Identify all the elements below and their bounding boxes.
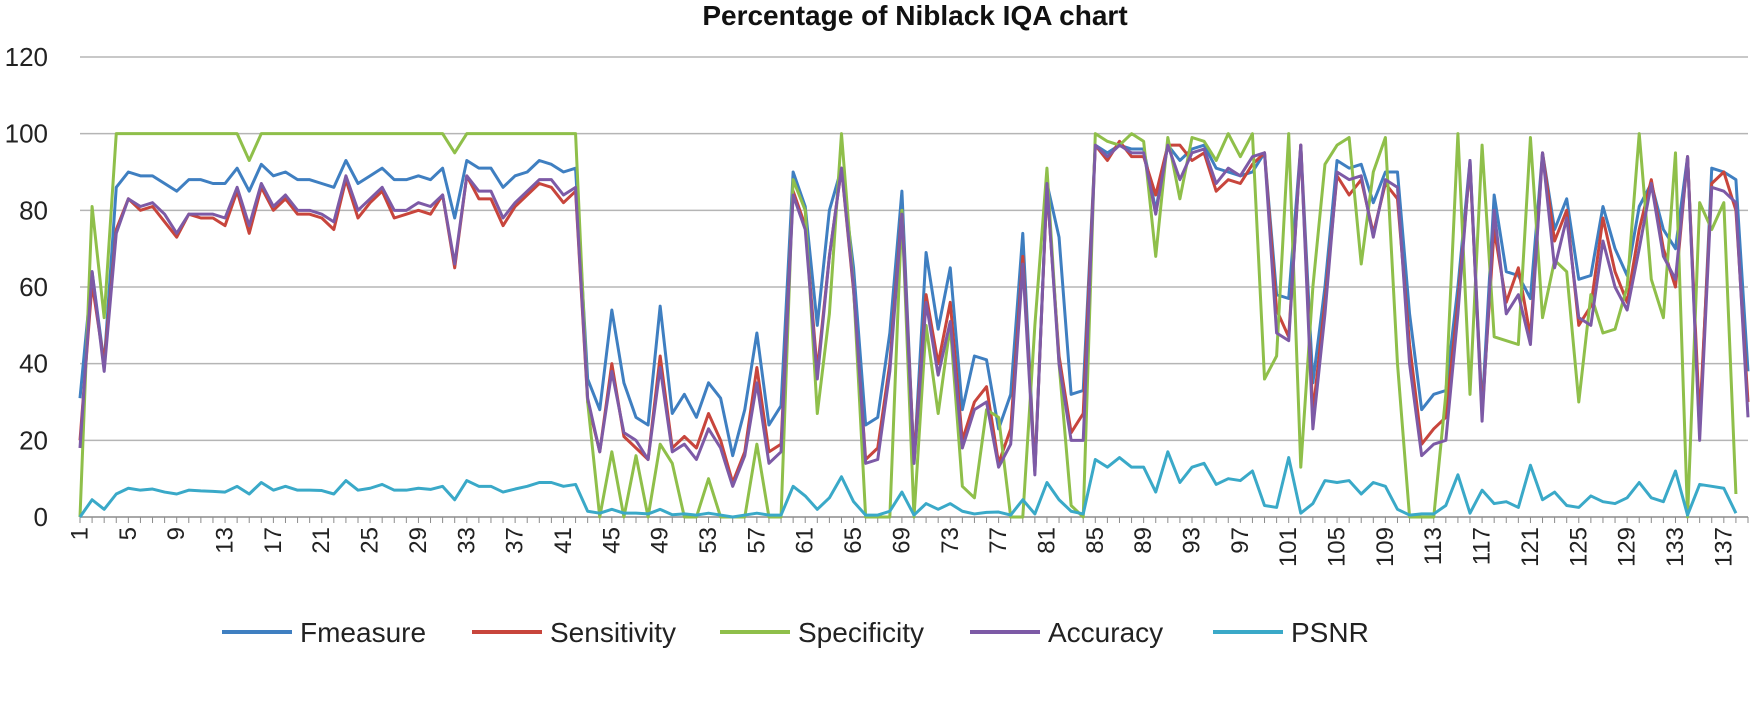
legend-label-sensitivity: Sensitivity [550, 617, 676, 648]
x-tick-label: 17 [260, 527, 287, 554]
x-tick-label: 85 [1082, 527, 1109, 554]
x-tick-label: 53 [695, 527, 722, 554]
chart-title: Percentage of Niblack IQA chart [702, 0, 1127, 31]
legend-label-specificity: Specificity [798, 617, 924, 648]
x-tick-label: 9 [163, 527, 190, 540]
x-tick-label: 133 [1662, 527, 1689, 567]
x-tick-label: 13 [212, 527, 239, 554]
x-tick-label: 97 [1227, 527, 1254, 554]
y-tick-label: 20 [19, 425, 48, 455]
legend: Fmeasure Sensitivity Specificity Accuracy PS… [222, 617, 1369, 648]
x-tick-label: 81 [1033, 527, 1060, 554]
x-tick-label: 105 [1324, 527, 1351, 567]
x-tick-label: 25 [357, 527, 384, 554]
x-tick-label: 89 [1130, 527, 1157, 554]
x-tick-label: 37 [502, 527, 529, 554]
y-tick-label: 0 [34, 502, 48, 532]
x-tick-label: 113 [1420, 527, 1447, 565]
y-tick-label: 120 [5, 42, 48, 72]
series-line-psnr [78, 450, 1738, 519]
x-tick-label: 49 [647, 527, 674, 554]
y-tick-label: 60 [19, 272, 48, 302]
x-tick-label: 1 [67, 527, 94, 540]
x-axis-ticks: 1 5 9 13 17 21 25 29 33 37 41 45 49 53 57 61 65 69 73 77 81 8… [67, 527, 1738, 567]
x-tick-label: 29 [405, 527, 432, 554]
x-tick-label: 61 [792, 527, 819, 554]
legend-label-accuracy: Accuracy [1048, 617, 1163, 648]
series-lines [78, 132, 1750, 519]
x-tick-label: 69 [888, 527, 915, 554]
x-tick-label: 93 [1179, 527, 1206, 554]
x-tick-label: 5 [115, 527, 142, 540]
x-tick-label: 21 [308, 527, 335, 554]
x-tick-label: 117 [1469, 527, 1496, 565]
legend-label-fmeasure: Fmeasure [300, 617, 426, 648]
x-tick-label: 101 [1275, 527, 1302, 567]
x-tick-label: 57 [743, 527, 770, 554]
y-tick-label: 100 [5, 119, 48, 149]
legend-label-psnr: PSNR [1291, 617, 1369, 648]
x-tick-label: 109 [1372, 527, 1399, 567]
y-tick-label: 40 [19, 349, 48, 379]
x-tick-label: 129 [1614, 527, 1641, 567]
x-tick-label: 77 [985, 527, 1012, 554]
x-tick-label: 121 [1517, 527, 1544, 567]
x-tick-label: 33 [453, 527, 480, 554]
series-line-sensitivity [78, 139, 1750, 484]
series-line-fmeasure [78, 143, 1750, 473]
x-tick-label: 125 [1565, 527, 1592, 567]
x-tick-label: 41 [550, 527, 577, 554]
y-axis-ticks: 0 20 40 60 80 100 120 [5, 42, 48, 532]
series-line-accuracy [78, 143, 1750, 488]
x-tick-label: 45 [598, 527, 625, 554]
x-tick-label: 137 [1710, 527, 1737, 567]
y-tick-label: 80 [19, 195, 48, 225]
x-tick-label: 65 [840, 527, 867, 554]
x-tick-label: 73 [937, 527, 964, 554]
